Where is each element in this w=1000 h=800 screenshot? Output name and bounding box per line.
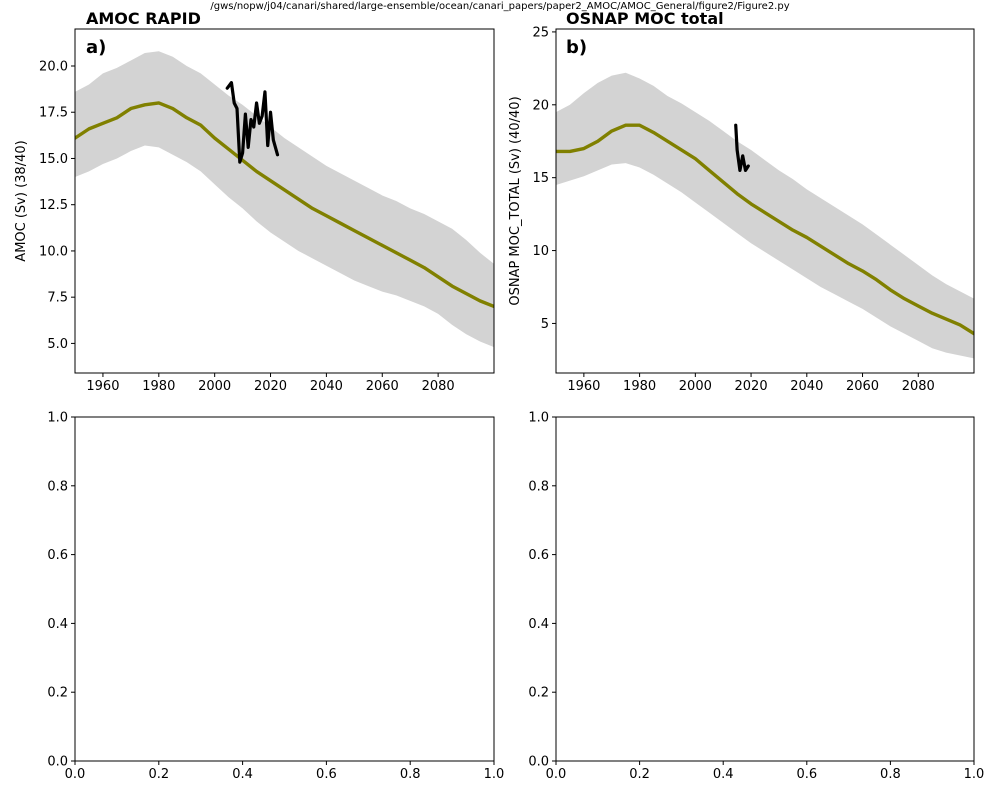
x-tick-label: 1960: [86, 379, 119, 394]
y-tick-label: 5.0: [47, 337, 68, 352]
x-tick-label: 0.0: [546, 767, 567, 782]
panel-osnap-moc-total: 1960 1980 2000 2020 2040 2060 2080 5 10 15 20 25 OS…: [508, 9, 975, 394]
y-tick-label: 20.0: [39, 59, 68, 74]
x-tick-label: 0.8: [880, 767, 901, 782]
y-tick-label: 0.4: [47, 617, 68, 632]
x-tick-label: 0.6: [796, 767, 817, 782]
y-tick-label: 0.4: [528, 617, 549, 632]
panel-a-title: AMOC RAPID: [86, 9, 201, 28]
x-tick-label: 2040: [790, 379, 823, 394]
panel-empty-bottom-right: 0.0 0.2 0.4 0.6 0.8 1.0 0.0 0.2 0.4 0.6 0.8 1.0: [528, 411, 984, 783]
ensemble-mean-line: [75, 101, 494, 309]
y-tick-label: 1.0: [528, 411, 549, 426]
y-tick-label: 0.8: [47, 479, 68, 494]
y-tick-label: 15: [532, 171, 549, 186]
panel-b-letter: b): [566, 37, 587, 58]
x-tick-label: 0.2: [629, 767, 650, 782]
x-tick-label: 1980: [623, 379, 656, 394]
axes-frame: [555, 416, 975, 762]
y-tick-label: 10: [532, 244, 549, 259]
panel-empty-bottom-left: 0.0 0.2 0.4 0.6 0.8 1.0 0.0 0.2 0.4 0.6 0.8 1.0: [47, 411, 504, 783]
x-tick-label: 0.4: [713, 767, 734, 782]
y-tick-label: 5: [541, 317, 549, 332]
x-tick-label: 2000: [679, 379, 712, 394]
panel-b-plot-area: 1960 1980 2000 2020 2040 2060 2080 5 10 15 20 25: [532, 25, 975, 394]
panel-a-y-axis-label: AMOC (Sv) (38/40): [14, 140, 29, 261]
axes-frame: [74, 416, 495, 762]
ensemble-mean-line: [556, 123, 974, 336]
observations-line: [734, 123, 750, 172]
y-tick-label: 0.6: [528, 548, 549, 563]
y-tick-label: 7.5: [47, 291, 68, 306]
x-tick-label: 2080: [902, 379, 935, 394]
x-tick-label: 2060: [366, 379, 399, 394]
ensemble-range-band: [75, 51, 494, 348]
panel-a-letter: a): [86, 37, 106, 58]
axes-frame: [555, 28, 975, 374]
x-tick-label: 0.8: [400, 767, 421, 782]
y-tick-label: 20: [532, 98, 549, 113]
ensemble-range-band: [556, 72, 974, 359]
x-tick-label: 1960: [567, 379, 600, 394]
panel-b-title: OSNAP MOC total: [566, 9, 724, 28]
panel-a-plot-area: 1960 1980 2000 2020 2040 2060 2080 5.0 7.5 10.0 12…: [39, 28, 495, 394]
y-tick-label: 10.0: [39, 244, 68, 259]
x-tick-label: 2000: [198, 379, 231, 394]
x-tick-label: 2020: [735, 379, 768, 394]
observations-line: [225, 81, 280, 164]
x-tick-label: 0.2: [148, 767, 169, 782]
x-tick-label: 2040: [310, 379, 343, 394]
x-tick-label: 1.0: [964, 767, 985, 782]
y-tick-label: 0.8: [528, 479, 549, 494]
y-tick-label: 0.0: [528, 755, 549, 770]
x-tick-label: 1980: [142, 379, 175, 394]
y-tick-label: 1.0: [47, 411, 68, 426]
panel-d-plot-area: 0.0 0.2 0.4 0.6 0.8 1.0 0.0 0.2 0.4 0.6 0.8 1.0: [528, 411, 984, 783]
x-tick-label: 1.0: [484, 767, 505, 782]
y-tick-label: 17.5: [39, 106, 68, 121]
x-tick-label: 0.6: [316, 767, 337, 782]
y-tick-label: 0.2: [47, 686, 68, 701]
y-tick-label: 0.0: [47, 755, 68, 770]
y-tick-label: 12.5: [39, 198, 68, 213]
x-tick-label: 2080: [422, 379, 455, 394]
y-tick-label: 15.0: [39, 152, 68, 167]
panel-c-plot-area: 0.0 0.2 0.4 0.6 0.8 1.0 0.0 0.2 0.4 0.6 0.8 1.0: [47, 411, 504, 783]
y-tick-label: 0.2: [528, 686, 549, 701]
x-tick-label: 2020: [254, 379, 287, 394]
x-tick-label: 0.0: [65, 767, 86, 782]
panel-b-y-axis-label: OSNAP MOC_TOTAL (Sv) (40/40): [508, 96, 523, 305]
axes-frame: [74, 28, 495, 374]
plot-content: [75, 51, 494, 348]
y-tick-label: 25: [532, 25, 549, 40]
x-tick-label: 0.4: [232, 767, 253, 782]
panel-amoc-rapid: 1960 1980 2000 2020 2040 2060 2080 5.0 7.5 10.0 12…: [14, 9, 495, 394]
y-tick-label: 0.6: [47, 548, 68, 563]
figure-suptitle: /gws/nopw/j04/canari/shared/large-ensemb…: [210, 1, 789, 12]
x-tick-label: 2060: [846, 379, 879, 394]
plot-content: [556, 72, 974, 359]
